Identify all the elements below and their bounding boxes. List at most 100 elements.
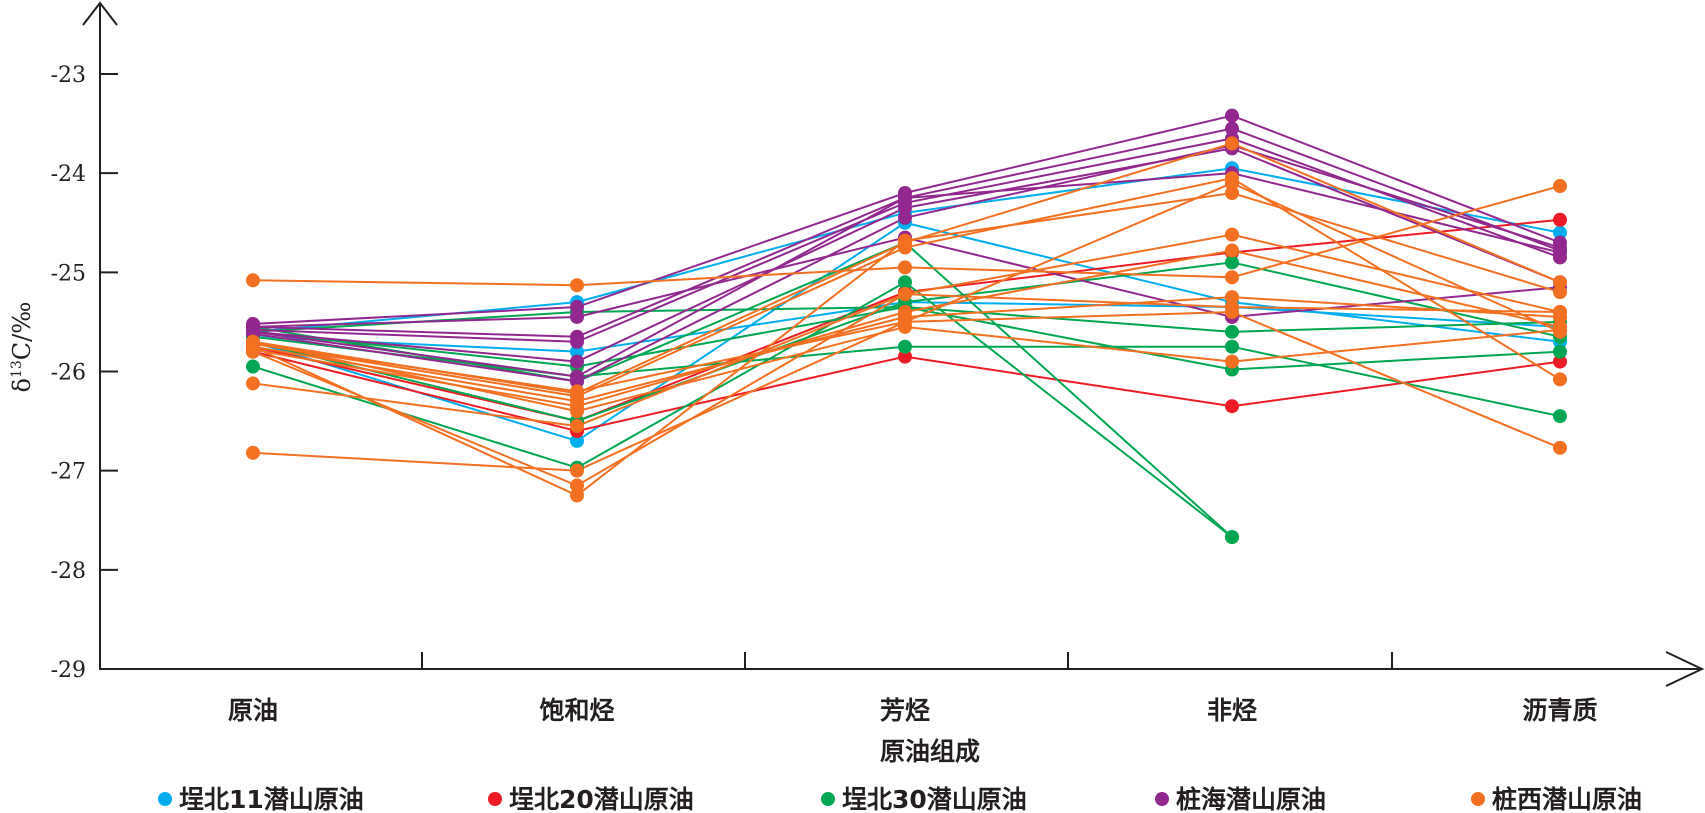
data-point <box>570 369 584 384</box>
data-point <box>1553 275 1567 290</box>
data-point <box>570 384 584 399</box>
y-tick-label: -29 <box>51 658 86 683</box>
data-point <box>1553 324 1567 339</box>
y-tick-label: -24 <box>51 162 86 187</box>
data-point <box>1225 108 1239 123</box>
x-axis-arrow <box>1665 651 1705 687</box>
data-point <box>1225 121 1239 136</box>
data-point <box>898 314 912 329</box>
data-point <box>570 354 584 369</box>
legend-label: 埕北20潜山原油 <box>509 785 694 813</box>
legend-label: 埕北11潜山原油 <box>179 785 364 813</box>
legend-item: 埕北30潜山原油 <box>821 785 1027 813</box>
data-point <box>1225 399 1239 414</box>
data-point <box>1225 243 1239 258</box>
y-axis-title: δ13C/‰ <box>8 302 36 393</box>
data-point <box>1553 305 1567 319</box>
data-point <box>246 273 260 288</box>
legend-label: 桩海潜山原油 <box>1176 785 1326 813</box>
data-point <box>1553 440 1567 455</box>
data-point <box>1225 354 1239 369</box>
y-ticks: -29 -28 -27 -26 -25 -24 -23 <box>51 63 118 683</box>
data-point <box>898 233 912 248</box>
data-point <box>570 404 584 419</box>
data-point <box>1225 290 1239 305</box>
data-point <box>1225 186 1239 200</box>
legend-marker <box>488 792 502 806</box>
data-point <box>246 324 260 339</box>
data-point <box>898 210 912 225</box>
x-category-label: 沥青质 <box>1522 696 1597 725</box>
data-point <box>898 349 912 364</box>
data-point <box>898 275 912 290</box>
x-ticks: 原油 饱和烃 芳烃 非烃 沥青质 <box>228 652 1598 725</box>
y-axis-title-rest: C/‰ <box>8 302 36 361</box>
data-point <box>570 488 584 503</box>
legend-marker <box>158 792 172 806</box>
legend-marker <box>1155 792 1169 806</box>
data-point <box>1225 339 1239 354</box>
x-category-label: 原油 <box>228 696 278 725</box>
y-tick-label: -27 <box>51 460 86 485</box>
data-point <box>898 190 912 205</box>
data-point <box>570 344 584 359</box>
data-point <box>1553 245 1567 260</box>
y-tick-label: -26 <box>51 361 86 386</box>
data-point <box>1225 136 1239 151</box>
series-line <box>252 325 1561 413</box>
data-point <box>1553 225 1567 240</box>
data-point <box>898 305 912 319</box>
x-category-label: 饱和烃 <box>539 696 614 725</box>
series-points <box>246 108 1567 545</box>
data-point <box>1225 176 1239 191</box>
y-axis-arrow <box>82 1 118 26</box>
legend-marker <box>1471 792 1485 806</box>
legend-label: 桩西潜山原油 <box>1492 785 1642 813</box>
data-point <box>570 433 584 448</box>
data-point <box>570 463 584 478</box>
data-point <box>1553 179 1567 194</box>
data-point <box>1553 344 1567 359</box>
data-point <box>570 478 584 493</box>
data-point <box>246 359 260 374</box>
data-point <box>898 287 912 302</box>
data-point <box>570 300 584 315</box>
y-tick-label: -25 <box>51 261 86 286</box>
data-point <box>246 376 260 391</box>
data-point <box>1225 530 1239 545</box>
legend-marker <box>821 792 835 806</box>
legend-item: 埕北20潜山原油 <box>488 785 694 813</box>
data-point <box>570 309 584 324</box>
data-point <box>898 200 912 215</box>
y-tick-label: -23 <box>51 63 86 88</box>
legend-item: 桩海潜山原油 <box>1155 785 1326 813</box>
data-point <box>1553 372 1567 387</box>
data-point <box>1225 324 1239 339</box>
legend-item: 埕北11潜山原油 <box>158 785 364 813</box>
x-axis-title: 原油组成 <box>880 737 980 766</box>
series-line <box>252 281 1233 538</box>
y-axis-title-sup: 13 <box>9 360 25 378</box>
data-point <box>898 339 912 354</box>
x-category-label: 非烃 <box>1207 696 1257 725</box>
data-point <box>1553 285 1567 300</box>
x-category-label: 芳烃 <box>880 696 930 725</box>
y-tick-label: -28 <box>51 559 86 584</box>
data-point <box>898 260 912 275</box>
data-point <box>246 445 260 460</box>
data-point <box>1225 255 1239 270</box>
data-point <box>1553 354 1567 369</box>
legend-label: 埕北30潜山原油 <box>842 785 1027 813</box>
data-point <box>1553 409 1567 424</box>
legend-item: 桩西潜山原油 <box>1471 785 1642 813</box>
data-point <box>570 278 584 293</box>
data-point <box>1225 270 1239 285</box>
data-point <box>1553 212 1567 227</box>
data-point <box>246 336 260 351</box>
data-point <box>1225 227 1239 242</box>
axes <box>82 1 1705 687</box>
data-point <box>570 419 584 434</box>
data-point <box>1225 300 1239 315</box>
y-axis-title-delta: δ <box>8 378 36 392</box>
